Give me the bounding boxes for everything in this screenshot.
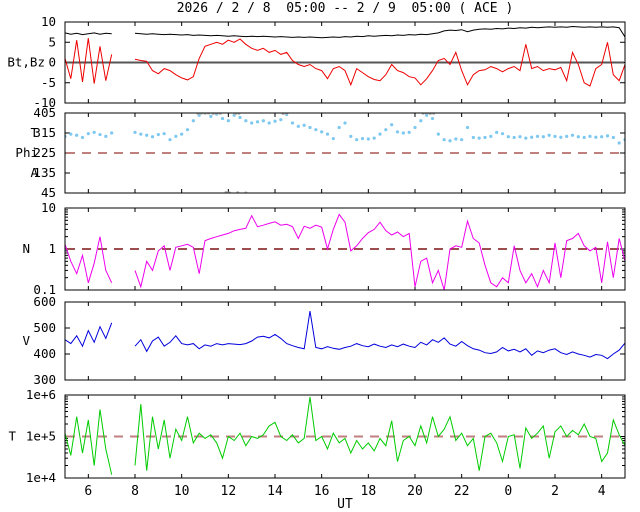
panel-solar-wind-speed: 300 400 500 600 V [22,294,626,387]
xtick-label: 20 [407,484,423,499]
panel-proton-temperature: 1e+4 1e+5 1e+6 T [8,387,626,485]
xtick-label: 12 [221,484,237,499]
ytick-label: 0.1 [33,282,56,297]
ytick-label: 10 [41,14,56,29]
ytick-label: -10 [33,95,56,110]
xtick-label: 4 [598,484,606,499]
ytick-label: 400 [33,346,56,361]
xtick-label: 6 [84,484,92,499]
panel-phi-angle: 45 135 225 315 405 T Phi A [15,105,626,200]
y-axis-label-phi: Phi [15,145,38,160]
xtick-label: 0 [504,484,512,499]
ytick-label: 1e+5 [26,429,56,444]
panel-proton-density: 0.1 1 10 N [22,200,626,297]
panel-frame [64,394,626,479]
y-axis-label-bt,bz: Bt,Bz [7,55,45,70]
ytick-label: 1e+4 [26,470,56,485]
ytick-label: -5 [41,75,56,90]
ytick-label: 600 [33,294,56,309]
ytick-label: 135 [33,165,56,180]
series-Phi [65,113,625,145]
ytick-label: 1e+6 [26,387,56,402]
series-Bz [65,38,625,87]
series-Bt [65,25,625,39]
y-axis-label-n: N [22,241,30,256]
xtick-label: 2 [551,484,559,499]
panel-magnetic-field-bt-bz: -10 -5 0 5 10 Bt,Bz [7,14,626,110]
ytick-label: 315 [33,125,56,140]
panel-frame [64,112,626,194]
y-axis-label-t: T [30,125,38,140]
series-V [65,311,625,360]
panel-frame [64,207,626,291]
xtick-label: 18 [361,484,377,499]
y-axis-label-t: T [8,429,16,444]
series-N [65,213,625,290]
ytick-label: 0 [48,55,56,70]
y-axis-label-v: V [22,333,30,348]
ytick-label: 1 [48,241,56,256]
ytick-label: 300 [33,372,56,387]
panel-frame [64,21,626,104]
ytick-label: 405 [33,105,56,120]
xtick-label: 10 [174,484,190,499]
series-T [65,396,625,475]
x-axis-label: UT [337,497,353,512]
panel-frame [64,301,626,381]
ytick-label: 10 [41,200,56,215]
xtick-label: 22 [454,484,470,499]
ytick-label: 5 [48,34,56,49]
xtick-label: 14 [267,484,283,499]
plot-title: 2026 / 2 / 8 05:00 -- 2 / 9 05:00 ( ACE … [176,1,514,16]
xtick-label: 8 [131,484,139,499]
y-axis-label-a: A [30,165,38,180]
ytick-label: 45 [41,185,56,200]
ytick-label: 500 [33,320,56,335]
xtick-label: 16 [314,484,330,499]
ytick-label: 225 [33,145,56,160]
